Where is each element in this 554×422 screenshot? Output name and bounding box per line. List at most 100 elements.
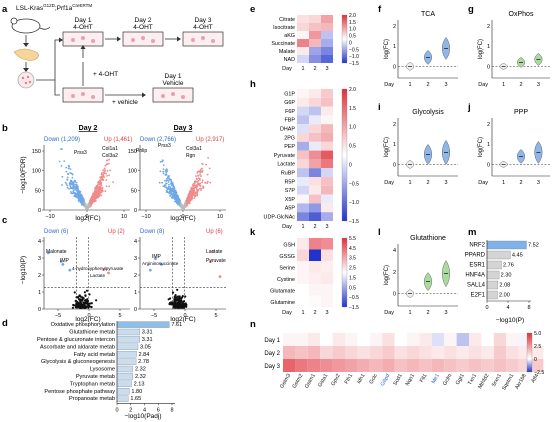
data-point: [104, 190, 107, 193]
data-point: [85, 289, 89, 292]
c-label-argininosuccinate: Argininosuccinate: [142, 261, 179, 266]
data-point: [185, 199, 188, 202]
y-tick-label: 1: [487, 142, 490, 148]
day-label: 2: [313, 224, 316, 230]
c-label-imp-left: IMP: [60, 258, 70, 264]
day-label: 1: [408, 180, 411, 186]
row-label: A5P: [285, 206, 296, 212]
data-point: [79, 194, 82, 196]
x-tick-label: 5: [118, 313, 121, 319]
data-point: [85, 203, 87, 206]
treat-label-day3: 4-OHT: [193, 24, 213, 31]
category-label: SALL4: [467, 283, 486, 289]
heat-cell: [297, 115, 309, 125]
y-tick-label: 3: [38, 256, 41, 262]
colorbar: [526, 332, 533, 373]
category-label: Pentose & glucuronate intercon: [37, 337, 115, 343]
b-up-left: Up (1,461): [104, 137, 132, 143]
c-up-right: Up (6): [206, 229, 223, 235]
heat-cell: [309, 106, 321, 116]
panel-g-violin: OxPhos 0 1 2 log(FC) Day 1 2 3: [478, 11, 550, 88]
data-point: [83, 202, 86, 204]
data-point: [204, 181, 207, 184]
panel-j-violin: PPP 0 1 2 log(FC) Day 1 2 3: [478, 109, 550, 186]
data-point: [103, 167, 106, 170]
bar: [486, 290, 498, 300]
b-xlabel-left: log2(FC): [75, 215, 100, 222]
bar: [116, 380, 132, 387]
row-label: Day 2: [264, 351, 280, 357]
data-point: [195, 175, 197, 178]
acini-icon: [17, 71, 35, 89]
panel-label-g: g: [468, 4, 474, 15]
data-point: [205, 163, 208, 166]
row-label: NAD: [284, 57, 295, 63]
row-label: 2PG: [284, 135, 295, 141]
colorbar-tick: 0.5: [349, 144, 356, 150]
data-point: [194, 180, 197, 183]
day-axis-label: Day: [282, 224, 292, 230]
data-point: [178, 295, 181, 298]
row-label: S7P: [285, 188, 296, 194]
data-point: [197, 179, 200, 182]
panel-label-j: j: [467, 102, 471, 113]
data-point: [171, 181, 174, 184]
data-point: [100, 194, 103, 197]
row-label: Malate: [279, 49, 295, 55]
bar: [116, 336, 140, 343]
data-point: [178, 198, 180, 201]
c-label-4hpp: 4-hydroxyphenylpyruvate: [72, 266, 124, 271]
treat-label-day2: 4-OHT: [133, 24, 153, 31]
day-label: 1: [408, 310, 411, 316]
gene-label: Gpx2: [330, 373, 342, 387]
colorbar-tick: 1.5: [349, 275, 356, 281]
day-label: 3: [325, 66, 328, 72]
heat-cell: [481, 359, 494, 372]
gene-label: Gstm2: [292, 373, 305, 390]
data-point: [65, 170, 68, 173]
data-point: [78, 304, 81, 307]
heat-cell: [321, 106, 333, 116]
data-point: [71, 176, 74, 179]
data-point: [108, 185, 110, 188]
data-point: [107, 162, 110, 165]
dish-day2: [122, 31, 164, 47]
dish-day1: [62, 31, 104, 47]
data-point: [81, 296, 84, 299]
y-axis-label: log(FC): [478, 137, 484, 157]
data-point: [170, 196, 173, 199]
heat-cell: [531, 346, 544, 359]
highlight-point: [211, 250, 215, 253]
value-label: 2.08: [499, 283, 510, 289]
data-point: [74, 299, 77, 302]
day-axis-label: Day: [282, 310, 292, 316]
data-point: [162, 185, 165, 188]
colorbar-tick: 2.0: [349, 13, 356, 19]
data-point: [193, 182, 196, 185]
heat-cell: [321, 31, 333, 39]
value-label: 2.13: [134, 381, 145, 387]
data-point: [201, 179, 204, 182]
colorbar: [341, 88, 348, 222]
heat-cell: [456, 359, 469, 372]
data-point: [165, 171, 168, 174]
y-axis-label: log(FC): [384, 39, 390, 59]
heat-cell: [321, 89, 333, 98]
data-point: [174, 300, 177, 303]
gene-label: Gsta1: [317, 373, 329, 388]
y-axis-label: log(FC): [478, 39, 484, 59]
colorbar-tick: 3.5: [349, 256, 356, 262]
data-point: [167, 181, 170, 183]
gene-label: Me1: [431, 373, 441, 385]
c-label-imp-right: IMP: [152, 254, 162, 260]
data-point: [93, 199, 96, 202]
data-point: [182, 206, 185, 209]
data-point: [75, 195, 78, 198]
data-point: [209, 181, 212, 184]
data-point: [196, 172, 199, 174]
x-tick-label: 10: [217, 214, 223, 220]
value-label: 1.65: [130, 396, 141, 402]
pancreas-icon: [13, 48, 39, 61]
panel-e-heatmap: Citrate Isocitrate aKG Succinate Malate NAD 1 2…: [271, 13, 359, 72]
row-label: G6P: [284, 100, 295, 106]
